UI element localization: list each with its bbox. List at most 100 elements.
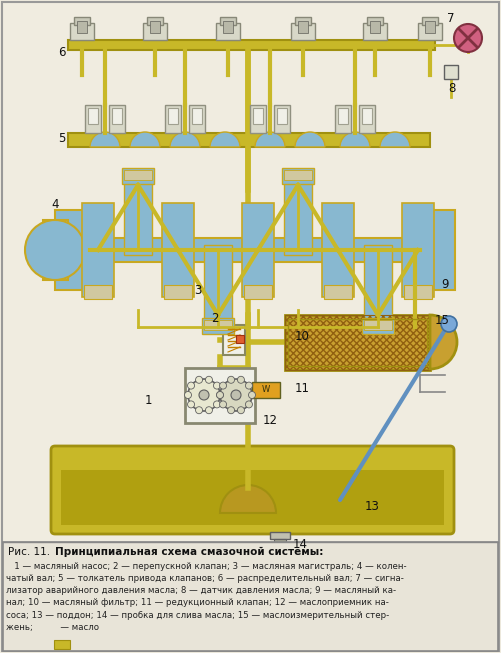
Bar xyxy=(364,245,392,320)
Bar xyxy=(164,285,192,299)
Bar xyxy=(364,320,392,330)
Bar xyxy=(274,105,290,133)
Text: 7: 7 xyxy=(447,12,455,25)
Bar xyxy=(444,65,458,79)
Bar xyxy=(295,17,311,25)
Text: 8: 8 xyxy=(448,82,456,95)
Circle shape xyxy=(199,390,209,400)
Bar xyxy=(362,318,394,334)
Bar xyxy=(404,285,432,299)
Circle shape xyxy=(248,392,256,398)
Wedge shape xyxy=(170,132,200,147)
Bar xyxy=(253,108,263,124)
Text: 13: 13 xyxy=(365,500,379,513)
Bar xyxy=(338,108,348,124)
Bar xyxy=(204,245,232,320)
Bar xyxy=(250,105,266,133)
Text: 9: 9 xyxy=(441,278,449,291)
Bar xyxy=(284,180,312,255)
Text: Принципиальная схема смазочной системы:: Принципиальная схема смазочной системы: xyxy=(55,547,323,557)
Bar xyxy=(192,108,202,124)
Wedge shape xyxy=(340,132,370,147)
Circle shape xyxy=(205,376,212,383)
Bar xyxy=(82,203,114,297)
Text: 5: 5 xyxy=(58,131,66,144)
Bar xyxy=(252,382,280,398)
Bar xyxy=(277,108,287,124)
Circle shape xyxy=(454,24,482,52)
Bar xyxy=(285,315,430,370)
Bar xyxy=(43,220,68,280)
Circle shape xyxy=(205,407,212,414)
Bar xyxy=(322,203,354,297)
Circle shape xyxy=(216,392,223,398)
FancyBboxPatch shape xyxy=(51,446,454,534)
Circle shape xyxy=(227,407,234,414)
Bar xyxy=(220,17,236,25)
Wedge shape xyxy=(255,132,285,147)
Bar xyxy=(216,23,240,40)
Text: 2: 2 xyxy=(211,311,219,325)
Bar xyxy=(124,170,152,180)
Text: 12: 12 xyxy=(263,413,278,426)
Circle shape xyxy=(245,401,253,408)
Bar xyxy=(162,203,194,297)
Circle shape xyxy=(195,407,202,414)
Bar xyxy=(236,335,244,343)
Bar xyxy=(425,21,435,33)
Circle shape xyxy=(237,376,244,383)
Bar xyxy=(367,17,383,25)
Bar xyxy=(223,21,233,33)
Circle shape xyxy=(237,407,244,414)
Bar xyxy=(204,320,232,330)
Bar xyxy=(54,640,70,649)
Bar xyxy=(291,23,315,40)
Bar xyxy=(405,210,455,290)
Bar xyxy=(124,180,152,255)
Bar xyxy=(274,539,286,545)
Wedge shape xyxy=(380,132,410,147)
Bar xyxy=(70,23,94,40)
Wedge shape xyxy=(220,485,276,513)
Bar xyxy=(270,532,290,539)
Bar xyxy=(61,470,444,525)
Bar xyxy=(112,108,122,124)
Bar xyxy=(418,23,442,40)
Text: Рис. 11.: Рис. 11. xyxy=(8,547,54,557)
Circle shape xyxy=(187,382,194,389)
Bar xyxy=(422,17,438,25)
Bar xyxy=(150,21,160,33)
Bar xyxy=(335,105,351,133)
Bar xyxy=(242,203,274,297)
Bar xyxy=(324,285,352,299)
Bar xyxy=(189,105,205,133)
Bar xyxy=(298,21,308,33)
Bar xyxy=(202,318,234,334)
Circle shape xyxy=(245,382,253,389)
Bar xyxy=(359,105,375,133)
Circle shape xyxy=(195,376,202,383)
Text: 6: 6 xyxy=(58,46,66,59)
Bar xyxy=(165,105,181,133)
Circle shape xyxy=(187,401,194,408)
Circle shape xyxy=(216,392,223,398)
Bar xyxy=(185,368,255,423)
Wedge shape xyxy=(210,132,240,147)
Circle shape xyxy=(219,382,226,389)
Circle shape xyxy=(25,220,85,280)
Wedge shape xyxy=(430,315,457,369)
Bar xyxy=(68,40,435,50)
Text: W: W xyxy=(262,385,270,394)
Bar xyxy=(74,17,90,25)
Circle shape xyxy=(441,316,457,332)
Text: 3: 3 xyxy=(194,283,202,296)
Bar xyxy=(223,325,245,355)
Circle shape xyxy=(227,376,234,383)
Circle shape xyxy=(219,401,226,408)
Text: 1: 1 xyxy=(144,394,152,407)
Bar xyxy=(402,203,434,297)
Circle shape xyxy=(231,390,241,400)
Circle shape xyxy=(188,379,220,411)
Circle shape xyxy=(213,401,220,408)
Wedge shape xyxy=(295,132,325,147)
